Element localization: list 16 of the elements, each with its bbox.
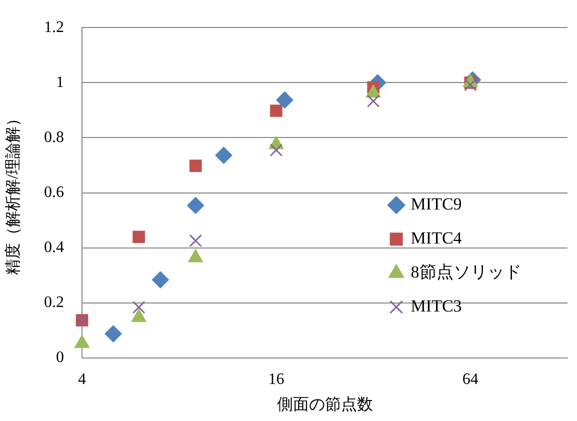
y-tick-label: 1 bbox=[56, 74, 64, 91]
x-axis-title: 側面の節点数 bbox=[276, 396, 373, 414]
legend-label: 8節点ソリッド bbox=[410, 262, 522, 282]
y-tick-label: 0.6 bbox=[44, 184, 64, 202]
legend-label: MITC9 bbox=[410, 194, 462, 214]
x-tick-label: 16 bbox=[268, 370, 284, 388]
y-tick-label: 0.8 bbox=[44, 128, 64, 146]
legend-label: MITC3 bbox=[410, 296, 462, 316]
y-axis-title: 精度（解析解/理論解） bbox=[4, 110, 22, 276]
x-tick-label: 64 bbox=[462, 370, 478, 388]
y-tick-label: 0 bbox=[56, 349, 64, 366]
legend-label: MITC4 bbox=[410, 228, 462, 248]
y-tick-label: 0.2 bbox=[44, 294, 64, 312]
y-tick-label: 0.4 bbox=[44, 239, 64, 256]
y-tick-label: 1.2 bbox=[44, 18, 64, 36]
x-tick-label: 4 bbox=[78, 370, 86, 388]
